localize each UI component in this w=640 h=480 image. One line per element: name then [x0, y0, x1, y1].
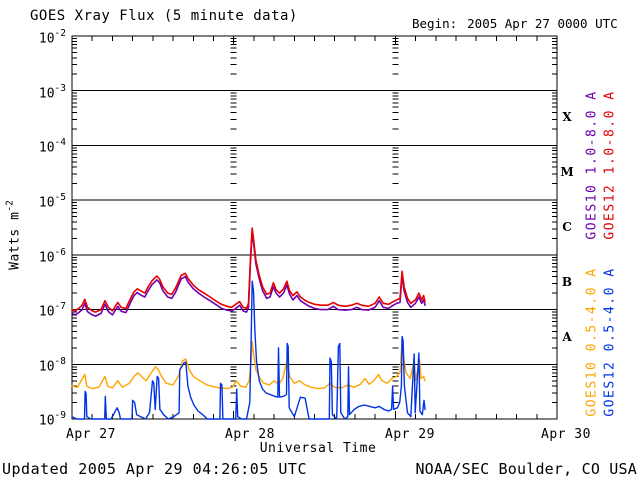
legend-goes10-short: GOES10 0.5-4.0 A — [584, 267, 600, 417]
begin-timestamp: Begin: 2005 Apr 27 0000 UTC — [412, 16, 618, 31]
y-tick-label-1e-6: 10-6 — [38, 247, 66, 266]
x-tick-label-apr30: Apr 30 — [541, 427, 591, 442]
y-tick-label-1e-7: 10-7 — [38, 301, 66, 320]
y-tick-label-1e-5: 10-5 — [38, 192, 66, 211]
y-axis-title: Watts m-2 — [4, 200, 23, 270]
x-tick-label-apr27: Apr 27 — [66, 427, 116, 442]
flare-class-x: X — [562, 110, 572, 124]
y-tick-label-1e-2: 10-2 — [38, 28, 66, 47]
y-tick-label-1e-8: 10-8 — [38, 356, 66, 375]
x-tick-label-apr28: Apr 28 — [225, 427, 275, 442]
legend-goes10-long: GOES10 1.0-8.0 A — [584, 90, 600, 240]
flare-class-c: C — [562, 220, 572, 234]
page-title: GOES Xray Flux (5 minute data) — [30, 8, 298, 24]
data-source: NOAA/SEC Boulder, CO USA — [415, 460, 637, 478]
y-tick-label-1e-9: 10-9 — [38, 410, 66, 429]
y-tick-label-1e-3: 10-3 — [38, 83, 66, 102]
begin-value: 2005 Apr 27 0000 UTC — [467, 16, 618, 31]
legend-goes12-short: GOES12 0.5-4.0 A — [602, 267, 618, 417]
flare-class-b: B — [561, 275, 573, 289]
legend-goes12-long: GOES12 1.0-8.0 A — [602, 90, 618, 240]
x-tick-label-apr29: Apr 29 — [385, 427, 435, 442]
x-axis-title: Universal Time — [259, 441, 377, 456]
updated-timestamp: Updated 2005 Apr 29 04:26:05 UTC — [2, 460, 307, 478]
y-tick-label-1e-4: 10-4 — [38, 137, 66, 156]
flare-class-a: A — [562, 330, 572, 344]
flare-class-m: M — [560, 165, 574, 179]
series-goes12-1-0-8-0-a — [71, 227, 426, 313]
begin-label: Begin: — [412, 16, 458, 31]
series-goes10-0-5-4-0-a — [71, 339, 426, 390]
series-goes12-0-5-4-0-a — [71, 280, 426, 420]
